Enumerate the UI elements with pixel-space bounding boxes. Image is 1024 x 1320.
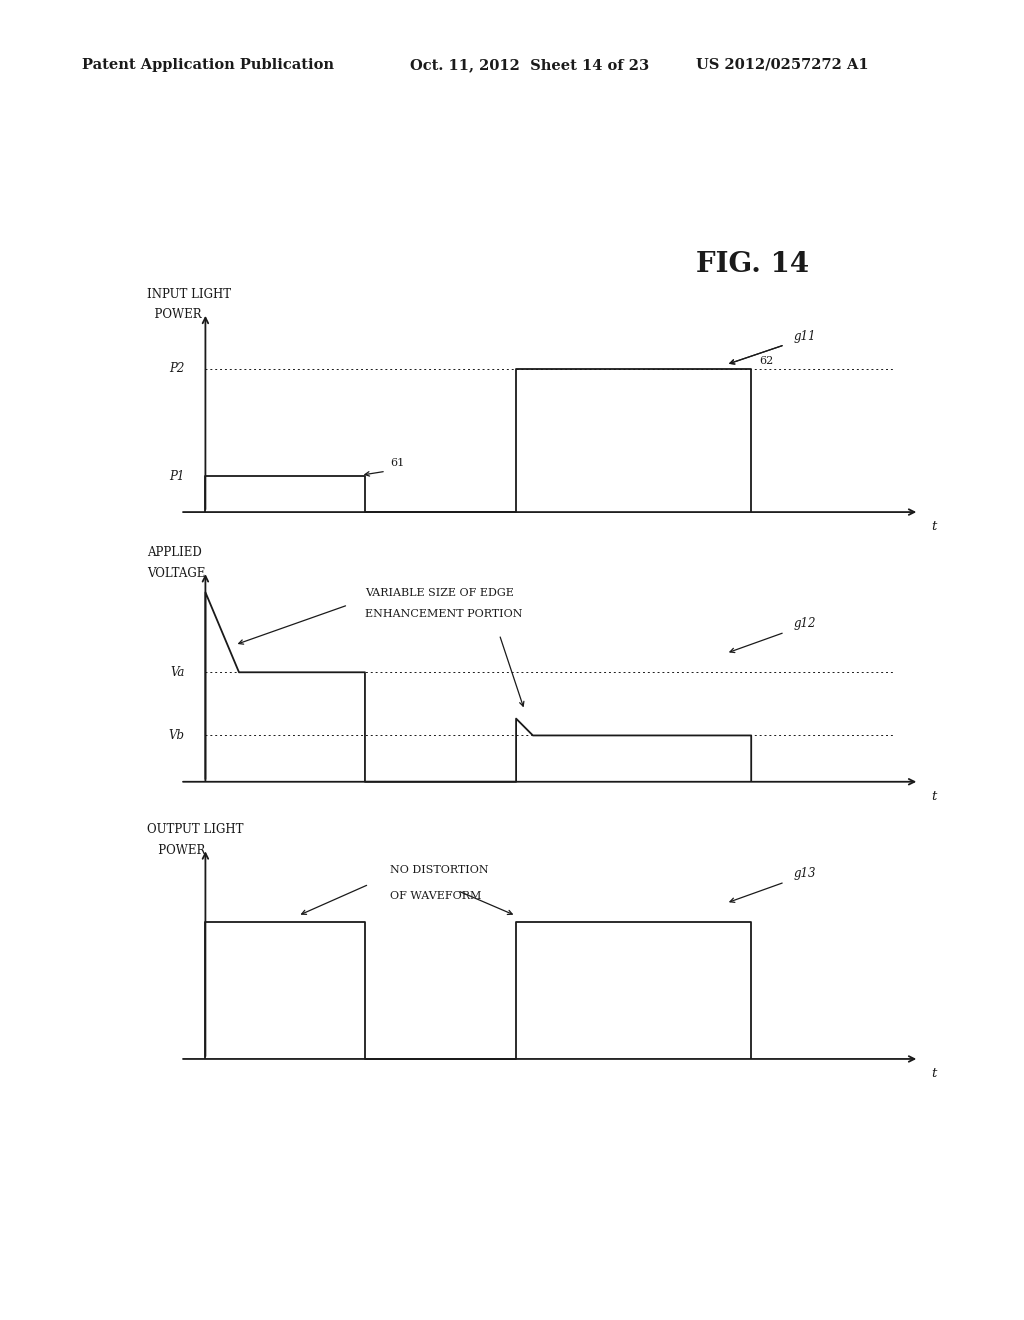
Text: OF WAVEFORM: OF WAVEFORM (390, 891, 481, 900)
Text: P2: P2 (169, 362, 184, 375)
Text: g13: g13 (794, 867, 816, 880)
Text: Patent Application Publication: Patent Application Publication (82, 58, 334, 73)
Text: INPUT LIGHT: INPUT LIGHT (146, 288, 230, 301)
Text: ENHANCEMENT PORTION: ENHANCEMENT PORTION (365, 609, 522, 619)
Text: VOLTAGE: VOLTAGE (146, 566, 205, 579)
Text: 61: 61 (390, 458, 404, 469)
Text: FIG. 14: FIG. 14 (696, 252, 809, 279)
Text: OUTPUT LIGHT: OUTPUT LIGHT (146, 822, 243, 836)
Text: Vb: Vb (168, 729, 184, 742)
Text: APPLIED: APPLIED (146, 545, 202, 558)
Text: VARIABLE SIZE OF EDGE: VARIABLE SIZE OF EDGE (365, 589, 514, 598)
Text: POWER: POWER (146, 843, 205, 857)
Text: g11: g11 (794, 330, 816, 343)
Text: Oct. 11, 2012  Sheet 14 of 23: Oct. 11, 2012 Sheet 14 of 23 (410, 58, 649, 73)
Text: 62: 62 (760, 355, 774, 366)
Text: Va: Va (170, 665, 184, 678)
Text: t: t (932, 520, 937, 533)
Text: POWER: POWER (146, 308, 202, 321)
Text: t: t (932, 1068, 937, 1080)
Text: g12: g12 (794, 618, 816, 631)
Text: t: t (932, 791, 937, 803)
Text: NO DISTORTION: NO DISTORTION (390, 866, 488, 875)
Text: P1: P1 (169, 470, 184, 483)
Text: US 2012/0257272 A1: US 2012/0257272 A1 (696, 58, 869, 73)
